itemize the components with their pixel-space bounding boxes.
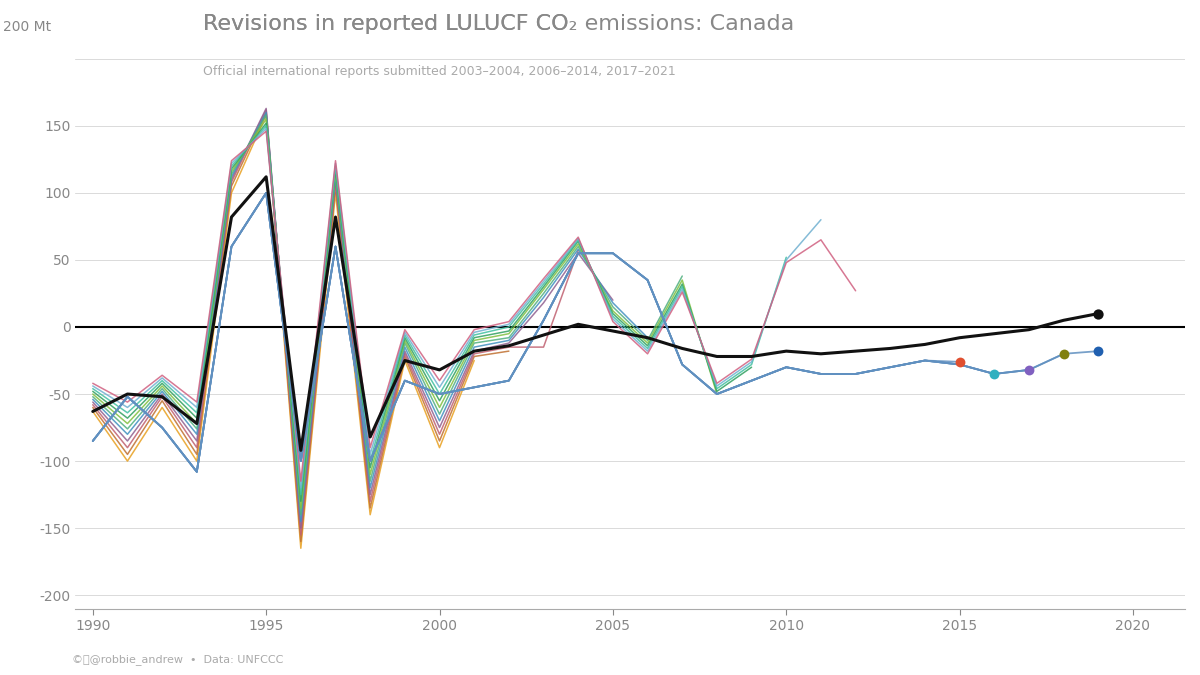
Point [985, 369, 1004, 379]
Point [1054, 348, 1073, 359]
Point [950, 356, 970, 367]
Point [1019, 364, 1038, 375]
Text: Revisions in reported LULUCF CO₂ emissions: Canada: Revisions in reported LULUCF CO₂ emissio… [203, 14, 794, 34]
Point [1088, 308, 1108, 319]
Point [1088, 346, 1108, 356]
Text: Revisions in reported LULUCF CO: Revisions in reported LULUCF CO [203, 14, 569, 34]
Text: 200 Mt: 200 Mt [4, 20, 52, 34]
Text: Official international reports submitted 2003–2004, 2006–2014, 2017–2021: Official international reports submitted… [203, 65, 676, 78]
Text: ©Ⓡ@robbie_andrew  •  Data: UNFCCC: ©Ⓡ@robbie_andrew • Data: UNFCCC [72, 654, 283, 665]
